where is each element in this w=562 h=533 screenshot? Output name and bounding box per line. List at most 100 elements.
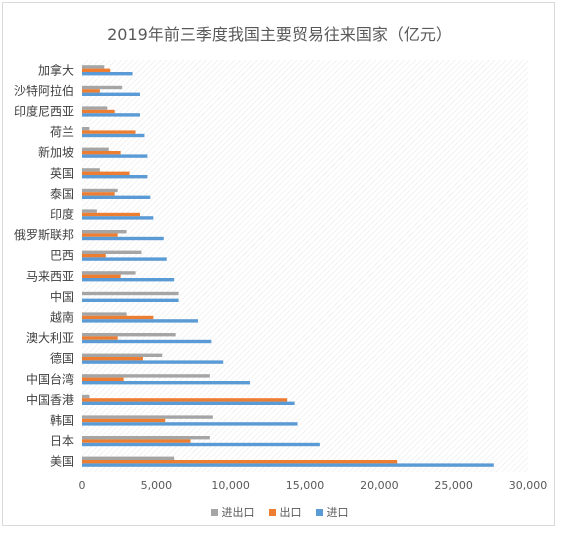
- x-tick-label-4: 20,000: [360, 479, 399, 492]
- bar-series1-cat6: [82, 192, 115, 196]
- category-label-6: 泰国: [50, 187, 74, 201]
- legend: 进出口 出口 进口: [3, 504, 556, 520]
- bar-series1-cat1: [82, 89, 100, 93]
- legend-label-import: 进口: [326, 506, 349, 519]
- bar-series2-cat12: [82, 319, 198, 323]
- bar-series1-cat16: [82, 398, 288, 402]
- bar-series0-cat15: [82, 374, 210, 378]
- bar-series2-cat17: [82, 422, 298, 426]
- category-label-10: 马来西亚: [26, 269, 74, 283]
- bar-series1-cat8: [82, 233, 118, 237]
- bar-series2-cat19: [82, 463, 494, 467]
- bar-series1-cat19: [82, 460, 398, 464]
- bar-series0-cat10: [82, 271, 136, 275]
- bar-series1-cat5: [82, 171, 130, 175]
- bar-series1-cat0: [82, 68, 111, 72]
- category-label-1: 沙特阿拉伯: [14, 83, 74, 98]
- category-label-3: 荷兰: [50, 125, 74, 139]
- category-label-8: 俄罗斯联邦: [14, 228, 74, 242]
- category-label-4: 新加坡: [38, 145, 74, 160]
- bar-series0-cat16: [82, 394, 90, 399]
- bar-series2-cat11: [82, 298, 179, 302]
- bar-series0-cat3: [82, 127, 90, 131]
- bar-series1-cat4: [82, 151, 121, 155]
- bar-series2-cat6: [82, 195, 151, 199]
- bar-series0-cat19: [82, 456, 175, 460]
- bar-series2-cat9: [82, 257, 167, 261]
- bar-series0-cat12: [82, 312, 127, 316]
- category-label-7: 印度: [50, 207, 74, 222]
- bar-series0-cat18: [82, 436, 210, 440]
- legend-label-export: 出口: [279, 506, 302, 519]
- category-label-19: 美国: [50, 455, 74, 469]
- chart-title: 2019年前三季度我国主要贸易往来国家（亿元）: [107, 25, 452, 44]
- bar-series2-cat3: [82, 133, 145, 138]
- bar-series2-cat18: [82, 442, 320, 447]
- bar-series1-cat13: [82, 336, 118, 340]
- bar-series1-cat3: [82, 130, 136, 134]
- bar-series0-cat17: [82, 415, 213, 419]
- x-tick-label-0: 0: [79, 479, 86, 492]
- bar-series0-cat11: [82, 291, 179, 296]
- bar-series2-cat7: [82, 216, 154, 220]
- category-label-18: 日本: [50, 434, 74, 448]
- bar-series0-cat9: [82, 250, 142, 254]
- bar-series2-cat1: [82, 92, 140, 96]
- legend-item-import-export: 进出口: [210, 504, 255, 520]
- bar-series0-cat5: [82, 168, 100, 172]
- bar-series0-cat14: [82, 353, 163, 357]
- legend-label-import-export: 进出口: [221, 506, 255, 519]
- x-tick-label-5: 25,000: [434, 479, 473, 492]
- bar-series0-cat6: [82, 188, 118, 193]
- category-label-0: 加拿大: [38, 62, 74, 77]
- category-label-5: 英国: [50, 166, 74, 180]
- x-tick-label-3: 15,000: [286, 479, 325, 492]
- bar-series0-cat0: [82, 65, 105, 69]
- category-label-16: 中国香港: [26, 392, 74, 407]
- chart-frame: 2019年前三季度我国主要贸易往来国家（亿元） 加拿大沙特阿拉伯印度尼西亚荷兰新…: [2, 2, 555, 526]
- bar-series1-cat10: [82, 274, 121, 278]
- bar-series2-cat16: [82, 401, 295, 405]
- legend-swatch-export: [268, 508, 276, 516]
- category-label-13: 澳大利亚: [26, 331, 74, 345]
- bar-series1-cat18: [82, 439, 191, 443]
- category-label-14: 德国: [50, 351, 74, 366]
- x-tick-label-1: 5,000: [141, 479, 173, 492]
- category-label-9: 巴西: [50, 249, 74, 263]
- bar-series0-cat13: [82, 333, 176, 337]
- bar-series2-cat8: [82, 236, 164, 241]
- plot-area-background: [82, 60, 528, 472]
- bar-series2-cat10: [82, 278, 175, 282]
- bar-series2-cat2: [82, 113, 140, 117]
- x-tick-label-2: 10,000: [211, 479, 250, 492]
- bar-series2-cat0: [82, 72, 133, 76]
- legend-swatch-import: [315, 508, 323, 516]
- bar-series1-cat17: [82, 418, 166, 423]
- bar-series0-cat4: [82, 147, 109, 151]
- legend-item-export: 出口: [268, 504, 302, 520]
- category-label-17: 韩国: [50, 413, 74, 428]
- legend-item-import: 进口: [315, 504, 349, 520]
- bar-series1-cat12: [82, 315, 154, 320]
- bar-series2-cat14: [82, 360, 224, 364]
- category-label-11: 中国: [50, 289, 74, 304]
- bar-series2-cat5: [82, 175, 148, 179]
- x-tick-label-6: 30,000: [509, 479, 548, 492]
- bar-series0-cat7: [82, 209, 97, 213]
- bar-series2-cat15: [82, 381, 250, 385]
- bar-series1-cat7: [82, 212, 140, 217]
- chart-plot: 加拿大沙特阿拉伯印度尼西亚荷兰新加坡英国泰国印度俄罗斯联邦巴西马来西亚中国越南澳…: [14, 60, 548, 492]
- bar-series1-cat15: [82, 377, 124, 381]
- bar-series0-cat8: [82, 230, 127, 234]
- bar-series2-cat4: [82, 154, 148, 158]
- category-label-15: 中国台湾: [26, 371, 74, 386]
- legend-swatch-import-export: [210, 508, 218, 516]
- category-label-2: 印度尼西亚: [14, 104, 74, 119]
- bar-series2-cat13: [82, 339, 212, 344]
- bar-series1-cat14: [82, 357, 143, 361]
- category-label-12: 越南: [50, 310, 74, 325]
- bar-series1-cat2: [82, 109, 115, 114]
- bar-series1-cat9: [82, 254, 106, 258]
- bar-series0-cat1: [82, 85, 123, 90]
- bar-series0-cat2: [82, 106, 108, 110]
